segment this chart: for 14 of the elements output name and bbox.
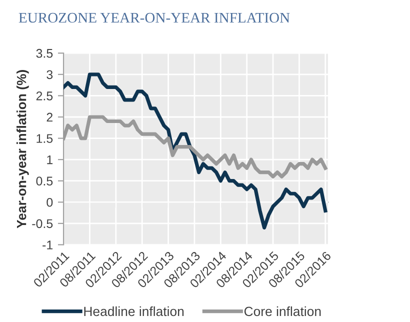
legend-label: Core inflation (244, 306, 321, 316)
y-tick-label: 1 (47, 156, 53, 164)
y-axis-title: Year-on-year inflation (%) (16, 70, 29, 228)
y-tick-label: 2 (46, 112, 53, 122)
y-tick-label: 2.5 (36, 92, 53, 100)
y-tick-label: 0.5 (36, 176, 53, 186)
y-tick-label: 1.5 (36, 134, 53, 143)
y-tick-label: -1 (42, 240, 53, 250)
chart-title: EUROZONE YEAR-ON-YEAR INFLATION (18, 12, 290, 23)
legend-label: Headline inflation (84, 306, 184, 316)
y-tick-label: 3.5 (36, 48, 53, 58)
y-tick-label: 0 (46, 198, 53, 207)
y-tick-label: -0.5 (32, 219, 53, 228)
y-tick-label: 3 (46, 70, 53, 80)
